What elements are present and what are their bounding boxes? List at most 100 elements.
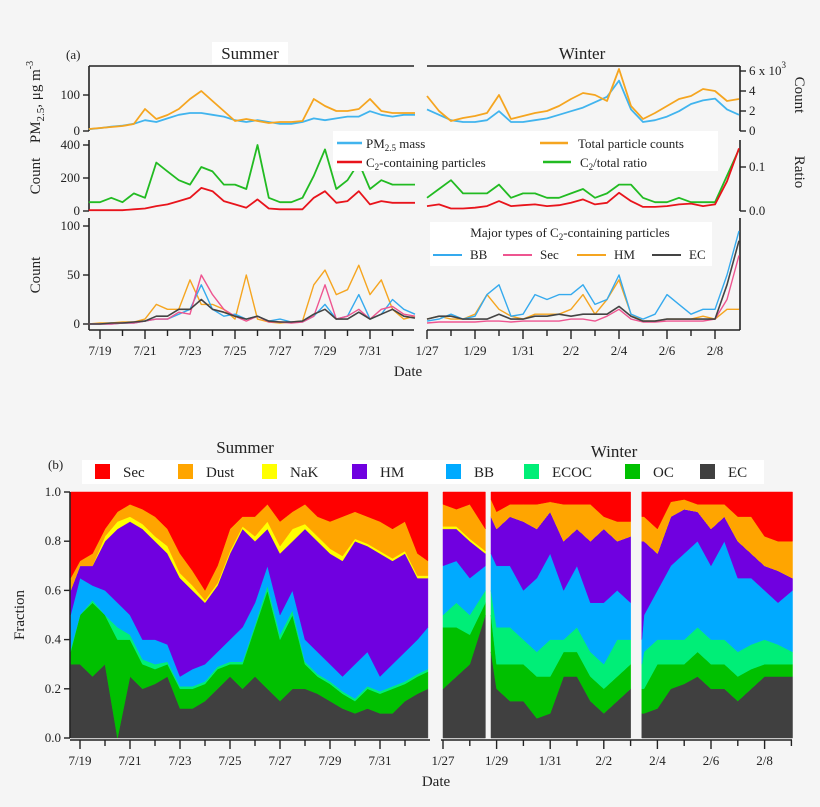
summer-x-tick-label: 7/31 [358, 343, 381, 358]
panel-a-summer-title: Summer [221, 44, 279, 63]
panel-b-y-tick-label: 1.0 [45, 484, 61, 499]
types-label-hm: HM [614, 247, 635, 262]
panel-b-xlabel: Date [422, 774, 451, 790]
panel-b-legend-box [82, 460, 764, 484]
summer-x-tick-label: 7/27 [268, 343, 292, 358]
types-legend-title: Major types of C2-containing particles [470, 225, 669, 242]
panel-a-xlabel: Date [394, 364, 423, 380]
top-right-y-tick-label: 4 [749, 83, 756, 98]
panel-b-summer-title: Summer [216, 438, 274, 457]
legend-swatch-ec [700, 464, 715, 479]
types-label-ec: EC [689, 247, 706, 262]
summer-x-tick-label: 7/23 [178, 343, 201, 358]
panel-b-winter-x-tick-label: 2/4 [649, 753, 666, 768]
winter-c2-ratio-line [426, 149, 740, 204]
winter-total-counts-line [426, 68, 740, 122]
top-y-tick-label: 100 [61, 87, 81, 102]
legend-label-dust: Dust [206, 465, 235, 481]
legend-swatch-bb [446, 464, 461, 479]
winter-x-tick-label: 1/27 [415, 343, 439, 358]
panel-a-legend: PM2.5 mass Total particle counts C2-cont… [333, 131, 718, 172]
types-label-sec: Sec [540, 247, 559, 262]
panel-a-winter-title: Winter [559, 44, 606, 63]
panel-b-y-tick-label: 0.2 [45, 681, 61, 696]
middle-right-y-tick-label: 0.1 [749, 159, 765, 174]
panel-b-winter-x-tick-label: 2/8 [756, 753, 773, 768]
panel-a-types-legend: Major types of C2-containing particles B… [430, 222, 712, 266]
panel-b-areas [70, 491, 793, 739]
panel-a-label: (a) [66, 47, 80, 62]
panel-a-middle-ylabel: Count [28, 157, 44, 195]
panel-b-winter-x-tick-label: 2/6 [703, 753, 720, 768]
panel-b-summer-x-tick-label: 7/31 [368, 753, 391, 768]
panel-b-summer-x-tick-label: 7/29 [318, 753, 341, 768]
winter-pm25-line [426, 79, 740, 123]
summer-x-tick-label: 7/25 [223, 343, 246, 358]
winter-x-tick-label: 2/6 [659, 343, 676, 358]
legend-box [333, 131, 718, 171]
panel-a-top-ylabel: PM2.5, μg m-3 [25, 61, 47, 143]
top-right-y-tick-label: 6 x 103 [749, 60, 787, 78]
legend-swatch-dust [178, 464, 193, 479]
panel-b-legend: Sec Dust NaK HM BB ECOC OC EC [82, 460, 764, 484]
legend-label-sec: Sec [123, 465, 145, 481]
panel-b-y-tick-label: 0.6 [45, 582, 62, 597]
winter-ec-line [426, 240, 740, 322]
panel-b-summer-x-tick-label: 7/21 [118, 753, 141, 768]
summer-x-tick-label: 7/21 [133, 343, 156, 358]
panel-b-y-tick-label: 0.0 [45, 730, 61, 745]
panel-b-y-tick-label: 0.4 [45, 632, 62, 647]
winter-sec-line [426, 255, 740, 324]
summer-hm-line [88, 264, 416, 325]
legend-label-hm: HM [380, 465, 404, 481]
top-right-y-tick-label: 2 [749, 103, 756, 118]
middle-right-y-tick-label: 0.0 [749, 203, 765, 218]
area-sec-segment-0 [70, 491, 429, 591]
legend-label-total: Total particle counts [578, 136, 684, 151]
winter-bb-line [426, 230, 740, 322]
winter-c2-count-line [426, 147, 740, 210]
panel-a-bottom-ylabel: Count [28, 256, 44, 294]
legend-swatch-nak [262, 464, 277, 479]
legend-label-ec: EC [728, 465, 747, 481]
area-sec-segment-1 [442, 491, 486, 530]
legend-swatch-ecoc [524, 464, 539, 479]
legend-label-pm: PM2.5 mass [366, 136, 425, 153]
legend-swatch-oc [625, 464, 640, 479]
panel-b-winter-x-tick-label: 1/31 [539, 753, 562, 768]
area-sec-segment-3 [641, 491, 793, 542]
types-label-bb: BB [470, 247, 488, 262]
panel-b-winter-title: Winter [591, 442, 638, 461]
winter-x-tick-label: 1/31 [511, 343, 534, 358]
legend-swatch-hm [352, 464, 367, 479]
winter-x-tick-label: 2/2 [563, 343, 580, 358]
panel-b-winter-x-tick-label: 2/2 [595, 753, 612, 768]
panel-b-summer-x-tick-label: 7/19 [68, 753, 91, 768]
bottom-y-tick-label: 100 [61, 218, 81, 233]
panel-a-middle-right-ylabel: Ratio [791, 156, 807, 189]
middle-y-tick-label: 0 [74, 203, 81, 218]
legend-swatch-sec [95, 464, 110, 479]
summer-c2-count-line [88, 186, 415, 212]
winter-x-tick-label: 2/4 [611, 343, 628, 358]
summer-title-bg [212, 42, 288, 64]
summer-pm25-line [88, 110, 415, 131]
panel-b-y-tick-label: 0.8 [45, 533, 61, 548]
top-right-y-tick-label: 0 [749, 123, 756, 138]
panel-b-label: (b) [48, 457, 63, 472]
legend-label-oc: OC [653, 465, 674, 481]
legend-label-ratio: C2/total ratio [580, 155, 647, 172]
panel-a-top-right-ylabel: Count [791, 77, 807, 115]
summer-x-tick-label: 7/29 [313, 343, 336, 358]
area-sec-segment-2 [490, 491, 631, 522]
middle-y-tick-label: 200 [61, 170, 81, 185]
summer-ec-line [88, 298, 416, 325]
bottom-y-tick-label: 50 [67, 267, 80, 282]
panel-b-summer-x-tick-label: 7/25 [218, 753, 241, 768]
types-legend-box [430, 222, 712, 266]
legend-label-ecoc: ECOC [552, 465, 592, 481]
panel-b-ylabel: Fraction [12, 590, 28, 640]
panel-b-winter-x-tick-label: 1/29 [485, 753, 508, 768]
